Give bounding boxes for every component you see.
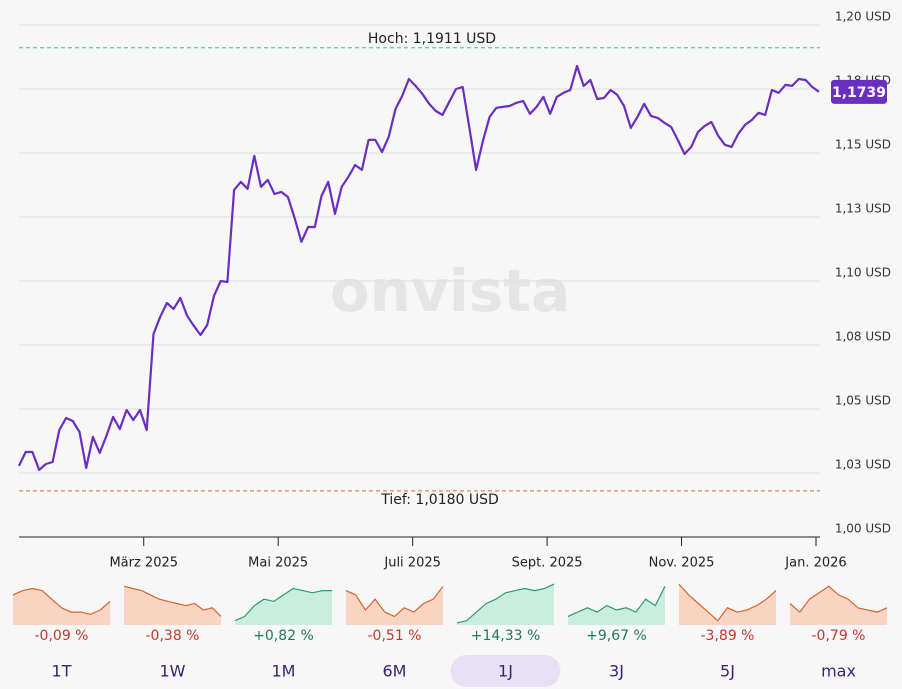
sparkline (456, 583, 555, 624)
period-button[interactable]: 5J (720, 662, 735, 681)
sparkline (678, 583, 777, 622)
period-button[interactable]: 1T (52, 662, 72, 681)
current-badge (831, 79, 887, 104)
change-label: +0,82 % (253, 628, 314, 644)
watermark: onvista (330, 257, 570, 325)
y-tick-label: 1,13 USD (835, 202, 891, 216)
period-button[interactable]: max (821, 662, 856, 681)
sparkline-area (13, 588, 110, 625)
sparkline-area (790, 586, 887, 625)
period-button[interactable]: 6M (383, 662, 407, 681)
period-button[interactable]: 1W (160, 662, 186, 681)
y-tick-label: 1,10 USD (835, 266, 891, 280)
sparkline (234, 587, 332, 622)
y-tick-label: 1,20 USD (835, 10, 891, 24)
change-label: -0,38 % (146, 628, 200, 644)
high-label: Hoch: 1,1911 USD (368, 31, 496, 47)
period-button[interactable]: 3J (609, 662, 624, 681)
period-button[interactable]: 1J (498, 662, 513, 681)
y-tick-label: 1,03 USD (835, 458, 891, 472)
x-tick-label: Sept. 2025 (512, 556, 583, 571)
current-label: 1,1739 (832, 85, 886, 101)
y-tick-label: 1,15 USD (835, 138, 891, 152)
sparkline (12, 587, 111, 615)
sparkline (789, 585, 888, 613)
change-label: -0,79 % (812, 628, 866, 644)
sparkline (345, 585, 444, 618)
sparkline-area (457, 584, 554, 625)
x-tick-label: Jan. 2026 (784, 556, 846, 571)
x-tick-label: Mai 2025 (248, 556, 308, 571)
change-label: -3,89 % (701, 628, 755, 644)
x-tick-label: Nov. 2025 (649, 556, 715, 571)
sparkline-area (235, 588, 332, 625)
sparkline-area (568, 586, 665, 625)
change-label: +9,67 % (586, 628, 647, 644)
sparkline-area (346, 586, 443, 625)
sparkline (123, 585, 222, 617)
sparkline-area (124, 586, 221, 625)
y-tick-label: 1,08 USD (835, 330, 891, 344)
y-tick-label: 1,05 USD (835, 394, 891, 408)
period-selected (450, 655, 561, 687)
y-tick-label: 1,00 USD (835, 522, 891, 536)
price-line (18, 64, 820, 471)
sparkline-area (679, 584, 776, 625)
period-button[interactable]: 1M (272, 662, 296, 681)
sparkline (567, 586, 666, 617)
change-label: -0,09 % (35, 628, 89, 644)
change-label: +14,33 % (471, 628, 541, 644)
x-tick-label: März 2025 (109, 556, 178, 571)
x-tick-label: Juli 2025 (383, 556, 441, 571)
low-label: Tief: 1,0180 USD (380, 492, 499, 508)
change-label: -0,51 % (368, 628, 422, 644)
